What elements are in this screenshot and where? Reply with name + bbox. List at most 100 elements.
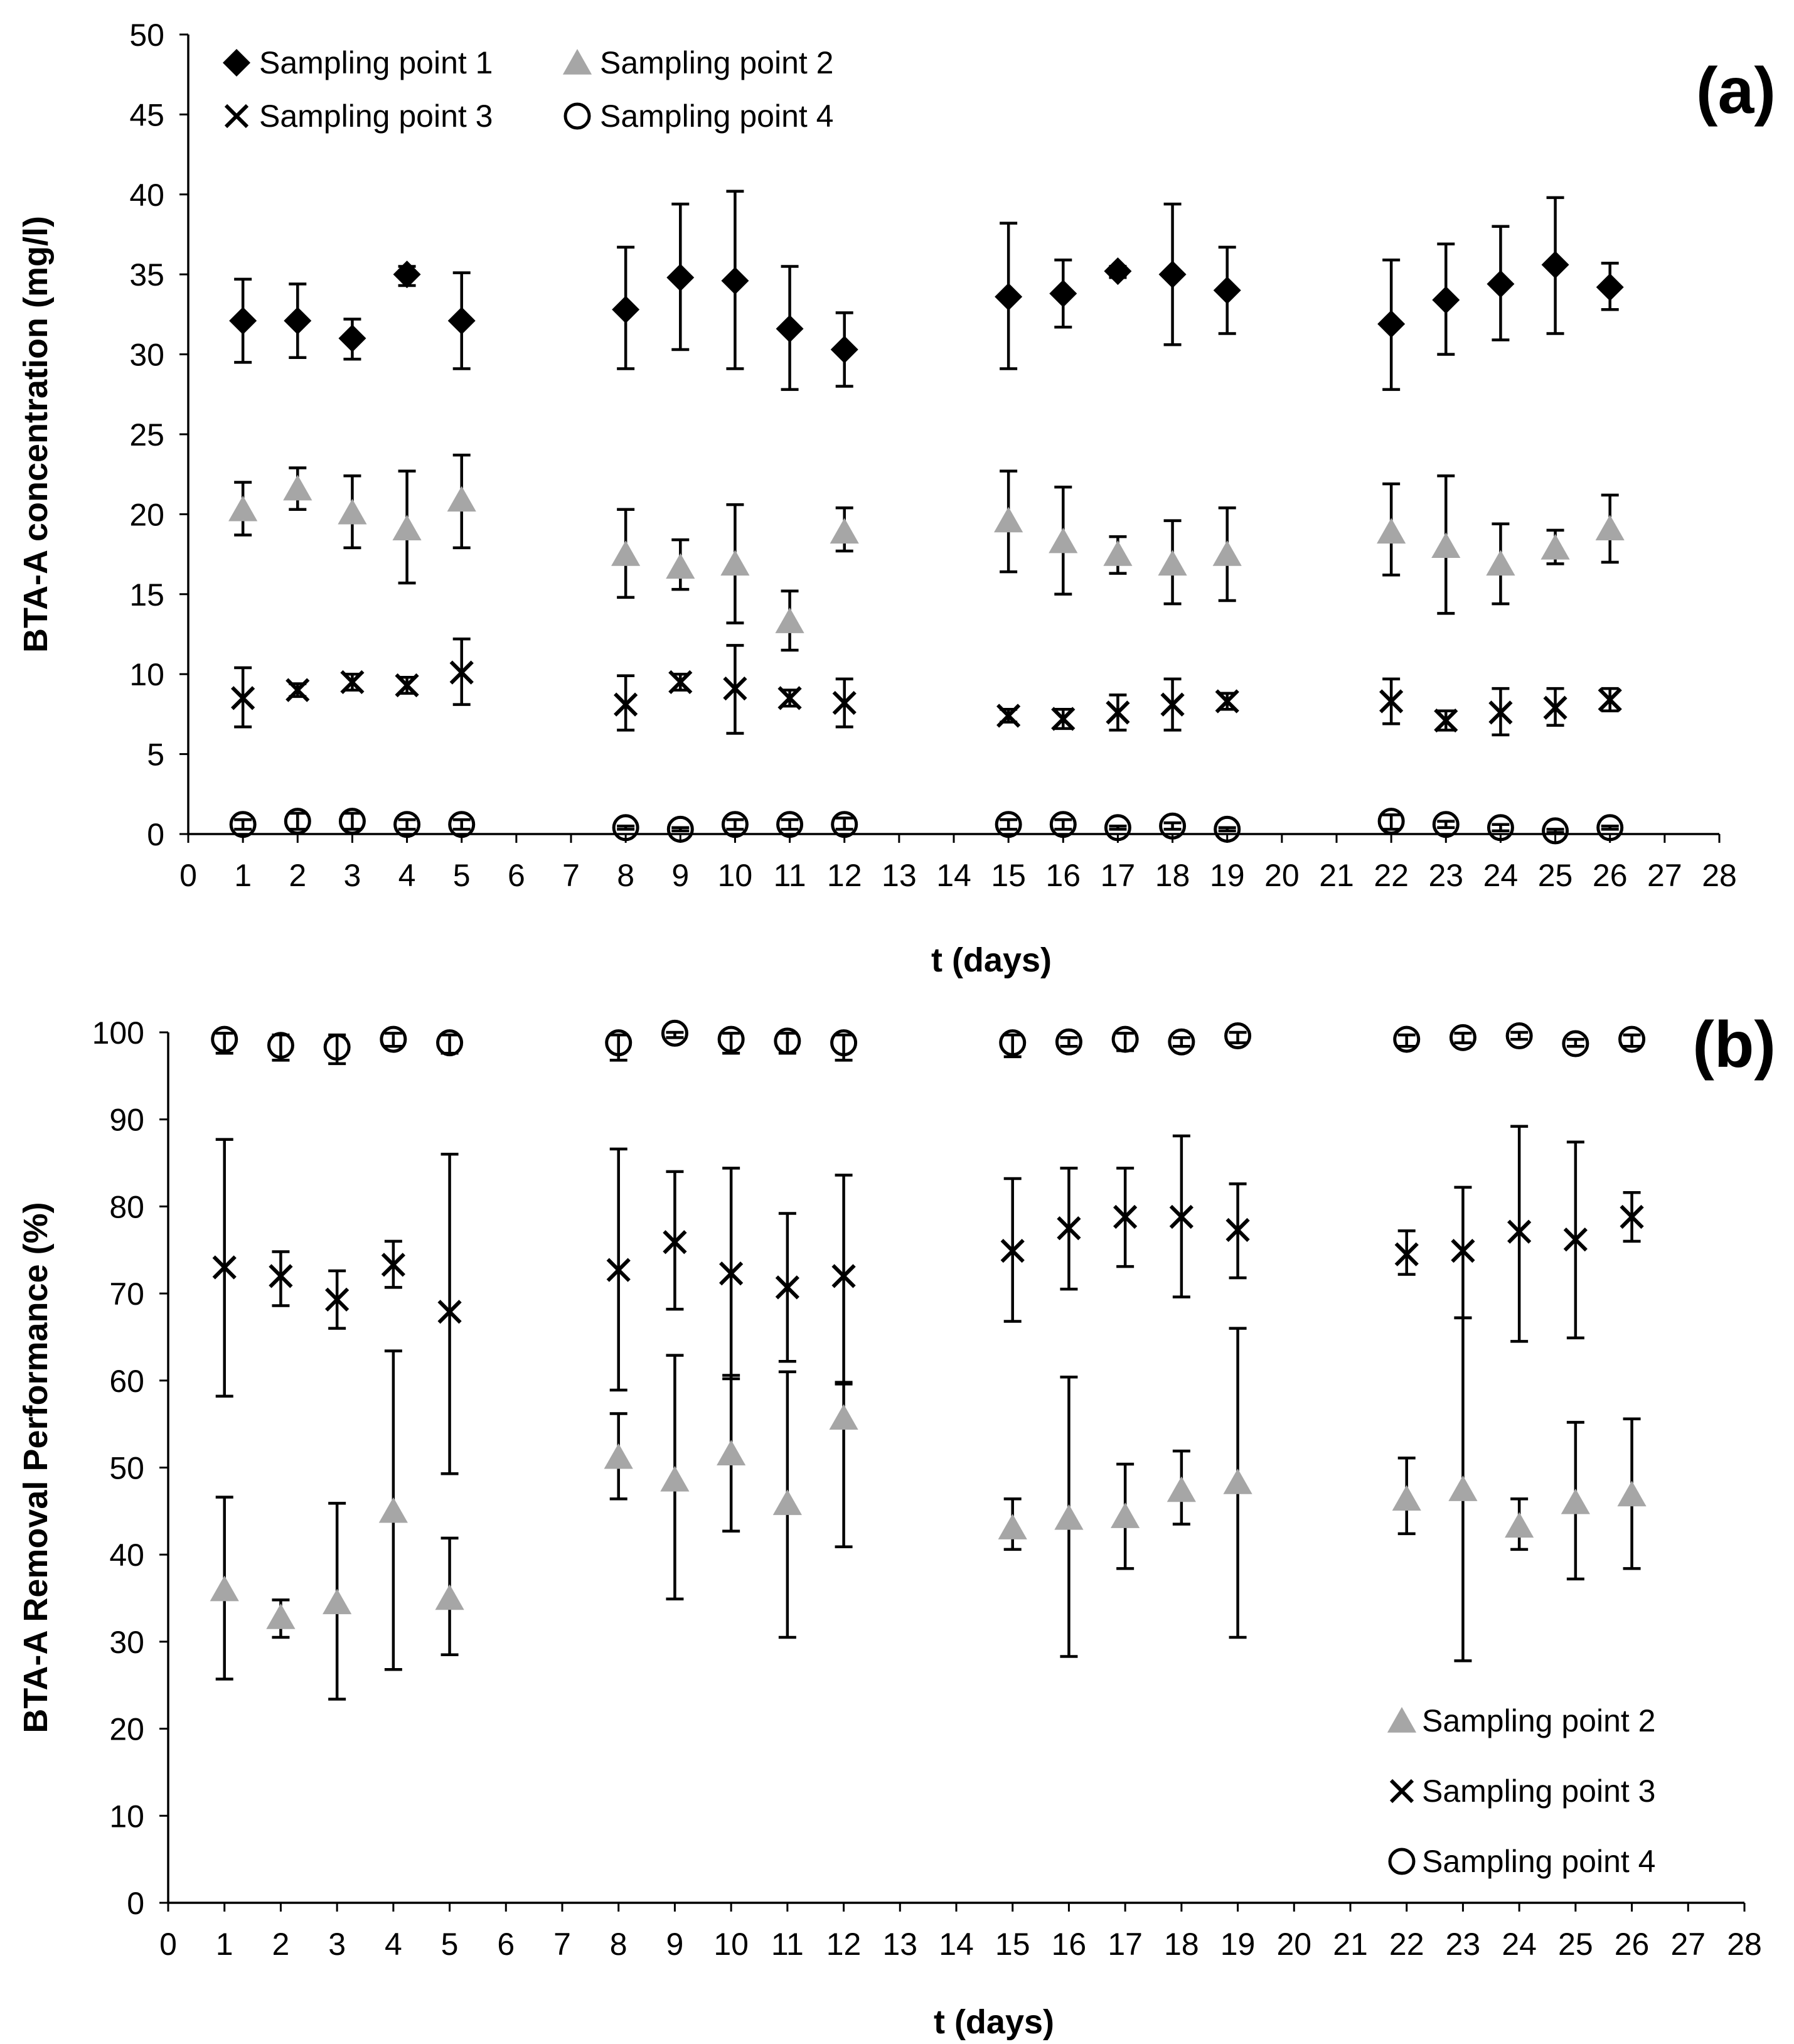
data-point [1049,811,1077,838]
x-tick-label: 28 [1727,1927,1762,1962]
data-point [721,267,749,295]
x-tick-label: 28 [1702,858,1737,893]
y-tick-label: 10 [129,657,164,692]
error-bar [234,818,252,831]
data-point [1596,814,1624,842]
x-tick-label: 13 [882,858,917,893]
data-point [212,1255,237,1280]
data-point [1488,700,1513,725]
x-tick-label: 4 [398,858,416,893]
legend-marker [224,104,249,129]
legend: Sampling point 2 Sampling point 3 Sampling… [1387,1703,1655,1879]
data-point [435,1584,464,1610]
x-axis-title: t (days) [934,2003,1054,2041]
data-point [829,1404,858,1430]
error-bar [1601,825,1619,831]
data-point [1158,550,1187,576]
data-point [612,814,639,842]
x-tick-label: 18 [1155,858,1190,893]
error-bar [617,825,635,831]
data-point [717,1025,745,1053]
data-point [1505,1512,1534,1538]
data-point [661,1019,688,1047]
data-point [1104,814,1131,842]
data-point [211,1025,238,1053]
data-point [378,1497,408,1523]
series-sampling-point-1 [229,190,1624,391]
x-tick-label: 18 [1164,1927,1199,1962]
x-tick-label: 5 [453,858,471,893]
y-tick-label: 15 [129,577,164,613]
legend-marker [1388,1848,1416,1875]
error-bar [1623,1033,1641,1048]
legend-item-sampling-point-1: Sampling point 1 [223,45,493,80]
x-tick-label: 15 [991,858,1026,893]
data-point [1505,1022,1533,1050]
error-bar [1546,828,1564,834]
legend-label: Sampling point 4 [600,99,833,134]
data-point [1598,687,1622,712]
legend-label: Sampling point 4 [1422,1844,1655,1879]
x-tick-label: 8 [610,1927,627,1962]
data-point [719,1261,744,1286]
y-tick-label: 30 [109,1625,144,1660]
error-bar [1172,1036,1190,1048]
data-point [449,660,474,685]
legend: Sampling point 1 Sampling point 2 Sampling… [223,45,833,134]
data-point [1561,1488,1590,1514]
series-sampling-point-2 [210,1316,1647,1701]
data-point [338,808,366,835]
data-point [1487,814,1514,842]
y-tick-label: 10 [109,1799,144,1834]
error-bar [289,811,307,831]
data-point [1225,1217,1250,1242]
data-point [614,692,638,717]
legend-item-sampling-point-4: Sampling point 4 [1388,1844,1655,1879]
y-tick-label: 40 [129,178,164,213]
data-point [1049,527,1078,554]
data-point [392,515,422,541]
data-point [1541,250,1569,279]
data-point [776,314,804,343]
data-point [393,260,421,289]
error-bar [1454,1032,1472,1044]
x-tick-label: 6 [497,1927,515,1962]
legend-marker [1387,1707,1417,1733]
data-point [660,1465,690,1492]
data-point [720,550,750,576]
data-point [1054,1504,1084,1530]
error-bar [1060,1036,1078,1048]
x-tick-label: 12 [826,1927,862,1962]
x-tick-label: 10 [713,1927,749,1962]
data-point [210,1575,239,1602]
x-tick-label: 27 [1647,858,1682,893]
data-point [1432,811,1460,838]
error-bar [671,826,690,833]
x-tick-label: 26 [1615,1927,1650,1962]
series-sampling-point-4 [211,1019,1646,1066]
data-point [1486,550,1515,576]
y-axis-title: BTA-A concentration (mg/l) [17,216,55,653]
x-tick-label: 15 [995,1927,1030,1962]
data-point [1392,1485,1421,1511]
x-tick-label: 9 [671,858,689,893]
y-tick-label: 20 [129,497,164,532]
data-point [830,1029,858,1057]
data-point [996,704,1021,728]
legend-item-sampling-point-2: Sampling point 2 [1387,1703,1655,1738]
data-point [437,1300,462,1324]
data-point [830,518,859,544]
data-point [832,690,857,715]
x-tick-label: 23 [1446,1927,1481,1962]
data-point [1103,540,1133,566]
legend-label: Sampling point 1 [259,45,493,80]
data-point [604,1443,633,1469]
x-tick-label: 17 [1101,858,1136,893]
data-point [1214,815,1241,843]
data-point [1169,1204,1193,1229]
data-point [229,811,257,838]
x-tick-label: 11 [774,858,806,893]
error-bar [666,1030,684,1039]
series-sampling-point-2 [228,453,1625,652]
x-tick-label: 5 [441,1927,459,1962]
